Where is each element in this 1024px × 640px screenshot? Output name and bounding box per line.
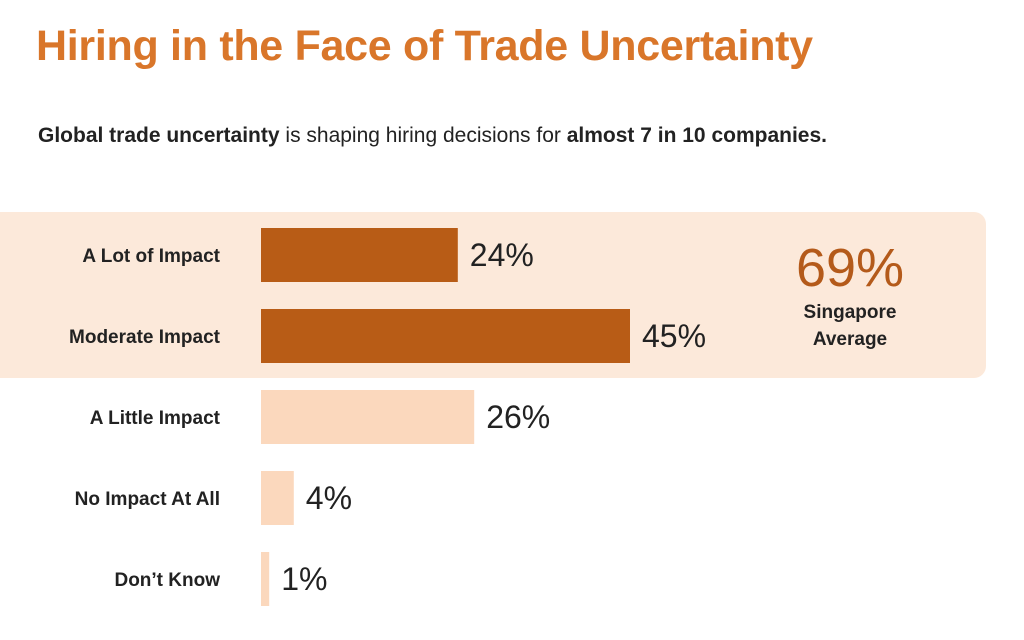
callout-label-line1: Singapore (803, 302, 897, 323)
bar (261, 471, 294, 525)
value-label: 4% (306, 480, 352, 516)
category-label: No Impact At All (75, 489, 220, 510)
subtitle-bold-lead: Global trade uncertainty (38, 124, 280, 147)
bar (261, 552, 270, 606)
page-title: Hiring in the Face of Trade Uncertainty (36, 22, 813, 70)
page-subtitle: Global trade uncertainty is shaping hiri… (38, 124, 827, 148)
category-label: A Lot of Impact (82, 246, 220, 267)
singapore-average-callout: 69% Singapore Average (790, 238, 910, 352)
callout-label-line2: Average (812, 329, 888, 350)
value-label: 45% (642, 318, 706, 354)
category-label: Don’t Know (114, 570, 220, 591)
callout-value: 69% (795, 238, 905, 298)
value-label: 24% (470, 237, 534, 273)
subtitle-bold-tail: almost 7 in 10 companies. (566, 124, 827, 147)
subtitle-text: is shaping hiring decisions for (279, 124, 567, 147)
category-label: Moderate Impact (69, 327, 221, 348)
bar (261, 390, 475, 444)
value-label: 1% (281, 561, 327, 597)
bar (261, 228, 458, 282)
category-label: A Little Impact (90, 408, 221, 429)
value-label: 26% (486, 399, 550, 435)
bar (261, 309, 630, 363)
